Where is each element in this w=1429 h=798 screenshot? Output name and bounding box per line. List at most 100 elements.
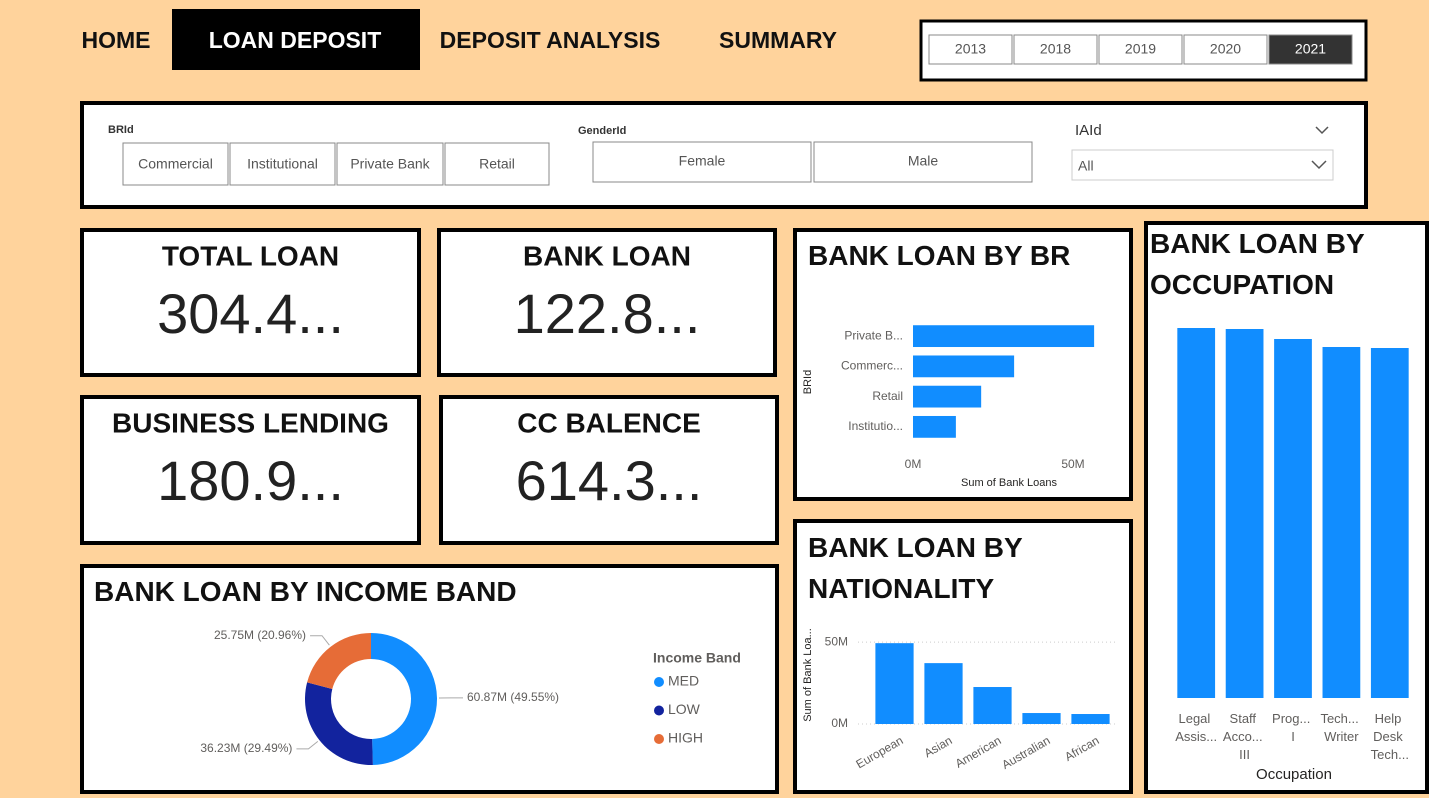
bar <box>1071 714 1110 724</box>
filter-option[interactable]: Retail <box>479 156 515 172</box>
card-value: 614.3... <box>516 449 703 512</box>
donut-slice <box>371 633 438 765</box>
bar <box>973 687 1012 724</box>
y-tick-label: 0M <box>831 716 848 730</box>
panel <box>437 228 777 377</box>
x-tick-label: Legal Assis... <box>1175 711 1217 744</box>
filter-button[interactable] <box>122 142 229 186</box>
chevron <box>1315 126 1329 135</box>
card-value: 180.9... <box>157 449 344 512</box>
dropdown-value[interactable]: All <box>1078 158 1094 174</box>
panel <box>439 395 779 545</box>
chevron <box>1311 160 1327 170</box>
data-label: 60.87M (49.55%) <box>467 690 559 704</box>
text-line: Prog... <box>1272 711 1314 726</box>
y-axis-label: BRId <box>802 370 814 394</box>
filter-button[interactable] <box>336 142 444 186</box>
legend-label: HIGH <box>668 730 703 746</box>
text-line: Tech... <box>1320 711 1362 726</box>
leader-line <box>310 635 330 646</box>
bar <box>913 355 1015 378</box>
x-axis-label: Occupation <box>1256 766 1332 783</box>
bar <box>913 415 956 438</box>
bar <box>1022 713 1061 724</box>
nav-tab[interactable]: HOME <box>82 27 151 53</box>
leader-line <box>296 740 319 750</box>
x-axis-label: Sum of Bank Loans <box>961 477 1058 489</box>
year-button[interactable] <box>1013 34 1098 65</box>
year-button[interactable] <box>1098 34 1183 65</box>
x-tick-label: 50M <box>1061 457 1084 471</box>
text-line: Legal <box>1178 711 1213 726</box>
y-tick-label: Private B... <box>844 328 903 342</box>
filter-option[interactable]: Private Bank <box>350 156 430 172</box>
filter-button[interactable] <box>813 141 1033 183</box>
filter-option[interactable]: Institutional <box>247 156 318 172</box>
nav-tab[interactable]: SUMMARY <box>719 27 837 53</box>
legend-label: LOW <box>668 701 701 717</box>
filter-option[interactable]: Female <box>679 153 726 169</box>
year-button[interactable] <box>1183 34 1268 65</box>
x-tick-label: Prog... I <box>1272 711 1314 744</box>
year-label[interactable]: 2020 <box>1210 41 1241 57</box>
year-button[interactable] <box>928 34 1013 65</box>
year-label[interactable]: 2013 <box>955 41 986 57</box>
year-label[interactable]: 2018 <box>1040 41 1071 57</box>
text-line: I <box>1291 729 1295 744</box>
bar <box>913 325 1095 348</box>
bar <box>1322 347 1361 698</box>
data-label: 36.23M (29.49%) <box>200 741 292 755</box>
filter-button[interactable] <box>229 142 336 186</box>
y-tick-label: Retail <box>872 389 903 403</box>
chart-title: BANK LOAN BY BR <box>808 240 1070 271</box>
filter-option[interactable]: Commercial <box>138 156 213 172</box>
legend-swatch <box>654 677 664 687</box>
legend-title: Income Band <box>653 650 741 666</box>
text-line: BANK LOAN BY INCOME BAND <box>94 576 517 607</box>
bar <box>875 643 914 724</box>
active-tab-bg <box>172 9 420 70</box>
text-line: BANK LOAN BY BR <box>808 240 1070 271</box>
filter-label: BRId <box>108 124 134 136</box>
panel <box>80 228 421 377</box>
year-button[interactable] <box>1268 34 1353 65</box>
data-label: 25.75M (20.96%) <box>214 628 306 642</box>
filter-button[interactable] <box>592 141 812 183</box>
text-line: Help <box>1375 711 1405 726</box>
text-line: BANK LOAN BY <box>1150 228 1372 259</box>
x-tick-label: Help Desk Tech... <box>1371 711 1409 762</box>
chart-title: BANK LOAN BY NATIONALITY <box>808 532 1030 604</box>
card-title: TOTAL LOAN <box>162 240 339 271</box>
bar <box>913 385 982 408</box>
x-tick-label: Staff Acco... III <box>1223 711 1266 762</box>
filter-option[interactable]: Male <box>908 153 939 169</box>
text-line: Tech... <box>1371 747 1409 762</box>
y-tick-label: Commerc... <box>841 359 903 373</box>
bar <box>1177 328 1216 698</box>
card-title: CC BALENCE <box>517 407 701 438</box>
x-tick-label: 0M <box>905 457 922 471</box>
card-value: 122.8... <box>514 282 701 345</box>
y-tick-label: Institutio... <box>848 419 903 433</box>
text-line: Writer <box>1324 729 1359 744</box>
y-axis-label: Sum of Bank Loa... <box>802 628 814 722</box>
year-label[interactable]: 2021 <box>1295 41 1326 57</box>
text-line: Staff <box>1230 711 1260 726</box>
y-tick-label: 50M <box>825 634 848 648</box>
text-line: NATIONALITY <box>808 573 994 604</box>
text-line: Assis... <box>1175 729 1217 744</box>
text-line: Desk <box>1373 729 1406 744</box>
chart-title: BANK LOAN BY OCCUPATION <box>1150 228 1372 300</box>
dropdown[interactable] <box>1071 149 1334 181</box>
legend-swatch <box>654 734 664 744</box>
year-label[interactable]: 2019 <box>1125 41 1156 57</box>
chart-title: BANK LOAN BY INCOME BAND <box>94 576 517 607</box>
filter-button[interactable] <box>444 142 550 186</box>
card-title: BANK LOAN <box>523 240 691 271</box>
text-line: OCCUPATION <box>1150 269 1334 300</box>
filter-label: GenderId <box>578 125 626 137</box>
nav-tab[interactable]: DEPOSIT ANALYSIS <box>440 27 661 53</box>
panel <box>80 395 421 545</box>
nav-tab[interactable]: LOAN DEPOSIT <box>209 27 382 53</box>
